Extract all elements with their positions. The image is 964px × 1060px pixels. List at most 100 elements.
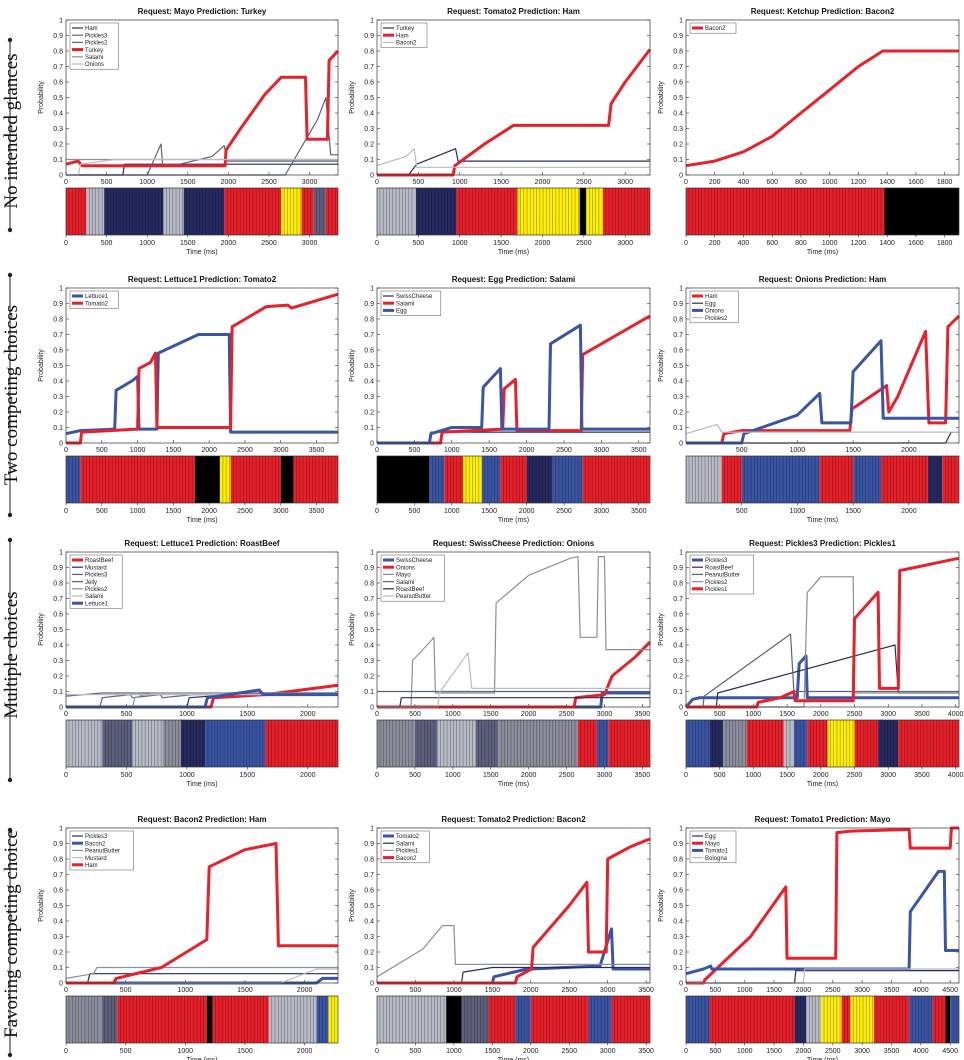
x-tick-label: 500 bbox=[736, 447, 748, 454]
series-line-mayo bbox=[686, 826, 959, 985]
gaze-bar bbox=[65, 455, 339, 504]
x-tick-label: 1200 bbox=[851, 179, 867, 186]
bar-x-tick-label: 2500 bbox=[576, 240, 592, 247]
gaze-segment bbox=[927, 456, 943, 503]
y-tick-label: 0.4 bbox=[53, 919, 63, 926]
x-tick-label: 0 bbox=[375, 711, 379, 718]
legend-entry-bacon2: Bacon2 bbox=[85, 841, 106, 847]
gaze-bar-frame bbox=[376, 455, 651, 504]
plot-frame bbox=[685, 827, 960, 984]
y-tick-label: 0.8 bbox=[53, 317, 63, 324]
y-tick-label: 0.4 bbox=[673, 643, 683, 650]
gaze-segment bbox=[881, 456, 928, 503]
legend-entry-mayo: Mayo bbox=[705, 841, 720, 847]
y-tick-label: 0.3 bbox=[673, 658, 683, 665]
x-tick-label: 1800 bbox=[937, 179, 953, 186]
x-tick-label: 0 bbox=[375, 987, 379, 994]
x-axis-label: Time (ms) bbox=[186, 517, 217, 524]
panel-9: Request: Bacon2 Prediction: Ham 0 0.1 0.2 0.… bbox=[38, 815, 339, 1060]
gaze-segment bbox=[579, 188, 587, 235]
gaze-segment bbox=[132, 720, 163, 767]
bar-x-tick-label: 0 bbox=[64, 508, 68, 515]
x-tick-label: 1500 bbox=[237, 987, 253, 994]
x-tick-label: 2500 bbox=[556, 447, 572, 454]
y-tick-label: 0.8 bbox=[364, 317, 374, 324]
row-bracket-1 bbox=[7, 272, 13, 518]
x-tick-label: 0 bbox=[375, 447, 379, 454]
x-tick-label: 500 bbox=[409, 711, 421, 718]
gaze-segment bbox=[183, 188, 225, 235]
gaze-bar bbox=[376, 455, 651, 504]
x-tick-label: 2500 bbox=[825, 987, 841, 994]
gaze-segment bbox=[783, 720, 794, 767]
y-tick-label: 1 bbox=[370, 18, 374, 25]
bar-x-tick-label: 0 bbox=[375, 1048, 379, 1055]
bar-x-tick-label: 1800 bbox=[937, 240, 953, 247]
bar-x-tick-label: 1500 bbox=[180, 240, 196, 247]
x-tick-label: 1400 bbox=[879, 179, 895, 186]
x-tick-label: 1500 bbox=[766, 987, 782, 994]
series-line-egg bbox=[686, 969, 959, 984]
series-line-pickles3 bbox=[684, 654, 959, 708]
row-label-two-competing-choices: Two competing choices bbox=[1, 304, 22, 486]
x-tick-label: 1000 bbox=[130, 447, 146, 454]
gaze-segment bbox=[526, 456, 553, 503]
legend-box bbox=[380, 554, 445, 602]
y-tick-label: 0.6 bbox=[673, 888, 683, 895]
gaze-bar bbox=[65, 187, 339, 236]
y-tick-label: 0.3 bbox=[53, 658, 63, 665]
y-tick-label: 0.8 bbox=[53, 581, 63, 588]
y-tick-label: 0.4 bbox=[673, 379, 683, 386]
gaze-segment bbox=[101, 996, 118, 1043]
series-line-peanutbutter bbox=[65, 966, 338, 979]
x-axis-label: Time (ms) bbox=[807, 781, 838, 788]
x-axis-label: Time (ms) bbox=[498, 781, 529, 788]
y-tick-label: 0 bbox=[59, 705, 63, 712]
y-tick-label: 0.2 bbox=[53, 674, 63, 681]
plot-frame bbox=[685, 19, 960, 176]
bar-x-tick-label: 2500 bbox=[561, 1048, 577, 1055]
gaze-segment bbox=[819, 456, 854, 503]
gaze-segment bbox=[316, 996, 329, 1043]
bar-x-tick-label: 400 bbox=[738, 240, 750, 247]
x-tick-label: 3000 bbox=[273, 447, 289, 454]
legend-entry-salami: Salami bbox=[396, 841, 414, 847]
x-tick-label: 1500 bbox=[166, 447, 182, 454]
plot-frame bbox=[376, 287, 651, 444]
panel-10: Request: Tomato2 Prediction: Bacon2 0 0.1 0… bbox=[349, 815, 654, 1060]
gaze-bar bbox=[65, 719, 339, 768]
legend-entry-onions: Onions bbox=[396, 565, 415, 571]
y-tick-label: 0.9 bbox=[673, 841, 683, 848]
panel-6: Request: Lettuce1 Prediction: RoastBeef 0… bbox=[38, 539, 339, 788]
y-tick-label: 0.2 bbox=[53, 142, 63, 149]
plot-frame bbox=[65, 827, 339, 984]
bar-x-tick-label: 3000 bbox=[594, 508, 610, 515]
series-line-ham bbox=[686, 314, 961, 445]
gaze-segment bbox=[162, 720, 181, 767]
row-bracket-3 bbox=[7, 827, 13, 1058]
legend-entry-salami: Salami bbox=[396, 301, 414, 307]
bar-x-tick-label: 1500 bbox=[845, 508, 861, 515]
y-tick-label: 0.8 bbox=[364, 581, 374, 588]
y-axis-label: Probability bbox=[658, 349, 665, 382]
gaze-segment bbox=[884, 188, 959, 235]
y-tick-label: 0.9 bbox=[53, 841, 63, 848]
gaze-segment bbox=[942, 456, 959, 503]
bar-x-tick-label: 2000 bbox=[901, 508, 917, 515]
x-tick-label: 1000 bbox=[178, 987, 194, 994]
y-tick-label: 1 bbox=[679, 18, 683, 25]
gaze-segment bbox=[66, 720, 103, 767]
y-tick-label: 1 bbox=[679, 286, 683, 293]
legend-entry-roastbeef: RoastBeef bbox=[396, 587, 424, 593]
y-tick-label: 0.1 bbox=[53, 965, 63, 972]
x-tick-label: 3000 bbox=[854, 987, 870, 994]
legend-entry-jelly: Jelly bbox=[85, 580, 97, 586]
gaze-segment bbox=[854, 720, 879, 767]
plot-frame bbox=[376, 551, 651, 708]
gaze-segment bbox=[461, 996, 489, 1043]
legend-entry-pickles3: Pickles3 bbox=[85, 834, 108, 840]
gaze-segment bbox=[206, 996, 213, 1043]
x-tick-label: 2000 bbox=[813, 711, 829, 718]
bar-x-tick-label: 1500 bbox=[483, 772, 499, 779]
